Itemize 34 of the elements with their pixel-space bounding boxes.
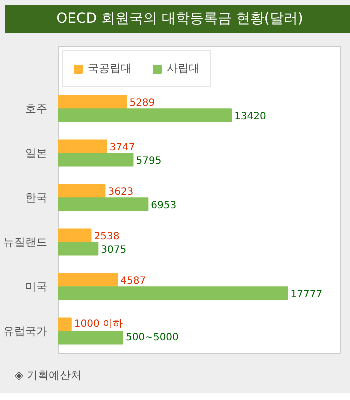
y-tick-label: 유럽국가 bbox=[4, 324, 48, 338]
data-label: 5289 bbox=[130, 98, 156, 110]
data-label: 2538 bbox=[94, 232, 120, 243]
legend-label: 사립대 bbox=[167, 61, 200, 76]
y-tick-label: 한국 bbox=[26, 191, 48, 204]
bar bbox=[58, 198, 149, 212]
chart-title: OECD 회원국의 대학등록금 현황(달러) bbox=[56, 10, 304, 29]
bar bbox=[58, 318, 72, 332]
y-tick-label: 호주 bbox=[26, 102, 48, 116]
bar bbox=[58, 331, 124, 345]
y-tick-label: 미국 bbox=[26, 280, 48, 294]
bar bbox=[58, 228, 92, 242]
data-label: 4587 bbox=[120, 276, 146, 288]
legend-label: 국공립대 bbox=[88, 61, 132, 76]
bar bbox=[58, 242, 99, 256]
data-label: 1000 이하 bbox=[74, 319, 124, 330]
data-label: 6953 bbox=[151, 200, 177, 212]
y-tick-label: 뉴질랜드 bbox=[4, 236, 48, 249]
bar bbox=[58, 184, 106, 198]
bar bbox=[58, 153, 134, 167]
data-label: 500~5000 bbox=[126, 332, 179, 344]
bar bbox=[58, 286, 288, 300]
data-label: 13420 bbox=[234, 111, 266, 122]
bar bbox=[58, 95, 128, 109]
y-tick-label: 일본 bbox=[26, 146, 48, 160]
bar bbox=[58, 108, 232, 122]
bar bbox=[58, 140, 108, 154]
bar bbox=[58, 273, 118, 287]
data-label: 3623 bbox=[108, 187, 134, 198]
text: ◈ 기획예산처 bbox=[15, 368, 82, 384]
data-label: 5795 bbox=[136, 156, 162, 167]
data-label: 3747 bbox=[110, 142, 136, 154]
data-label: 3075 bbox=[101, 244, 127, 256]
data-label: 17777 bbox=[290, 289, 323, 300]
